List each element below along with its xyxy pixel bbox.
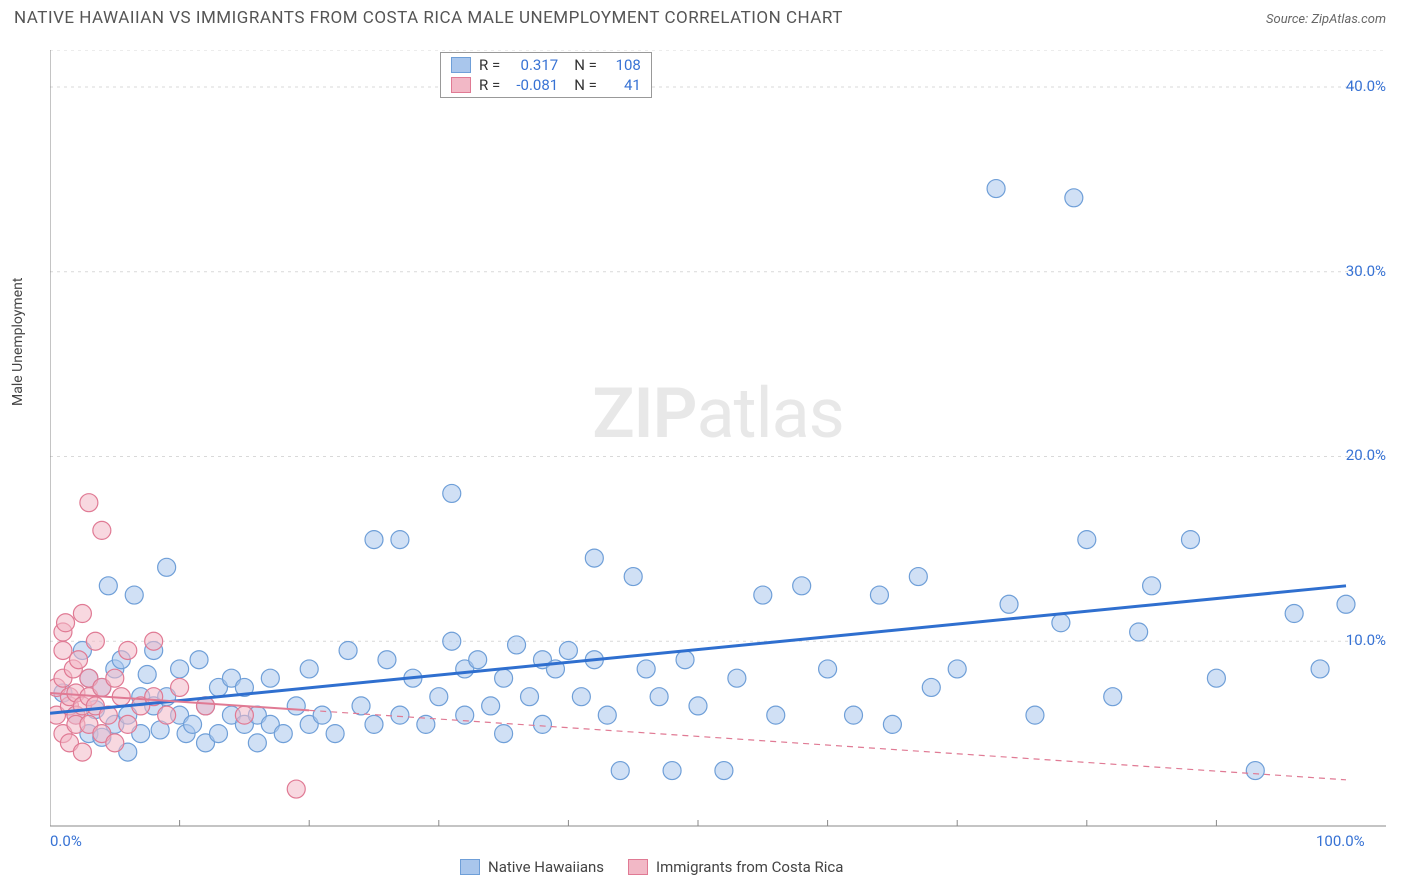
y-tick-label: 20.0% [1346,446,1386,464]
series-swatch [451,77,471,93]
legend-item: Native Hawaiians [460,858,604,876]
legend-label: Native Hawaiians [488,858,604,876]
series-swatch [628,859,648,875]
r-label: R = [479,76,500,94]
series-swatch [460,859,480,875]
r-value: 0.317 [508,56,558,74]
legend-label: Immigrants from Costa Rica [656,858,843,876]
n-label: N = [574,56,597,74]
chart-area: ZIPatlas 10.0%20.0%30.0%40.0%0.0%100.0% [50,50,1386,842]
source-line: Source: ZipAtlas.com [1266,8,1386,27]
x-tick-label: 100.0% [1316,832,1365,850]
source-name: ZipAtlas.com [1311,12,1386,27]
legend-item: Immigrants from Costa Rica [628,858,843,876]
series-legend: Native Hawaiians Immigrants from Costa Ri… [460,858,843,876]
series-swatch [451,57,471,73]
y-tick-label: 40.0% [1346,77,1386,95]
n-value: 41 [605,76,641,94]
y-axis-label: Male Unemployment [10,278,26,406]
y-tick-label: 10.0% [1346,631,1386,649]
n-label: N = [574,76,597,94]
chart-title: NATIVE HAWAIIAN VS IMMIGRANTS FROM COSTA… [14,8,843,28]
x-tick-label: 0.0% [50,832,82,850]
stats-row: R = -0.081 N = 41 [441,75,651,95]
source-prefix: Source: [1266,12,1311,27]
stats-legend: R = 0.317 N = 108 R = -0.081 N = 41 [440,52,652,98]
r-label: R = [479,56,500,74]
stats-row: R = 0.317 N = 108 [441,55,651,75]
y-tick-label: 30.0% [1346,262,1386,280]
r-value: -0.081 [508,76,558,94]
scatter-chart [50,50,1386,842]
n-value: 108 [605,56,641,74]
